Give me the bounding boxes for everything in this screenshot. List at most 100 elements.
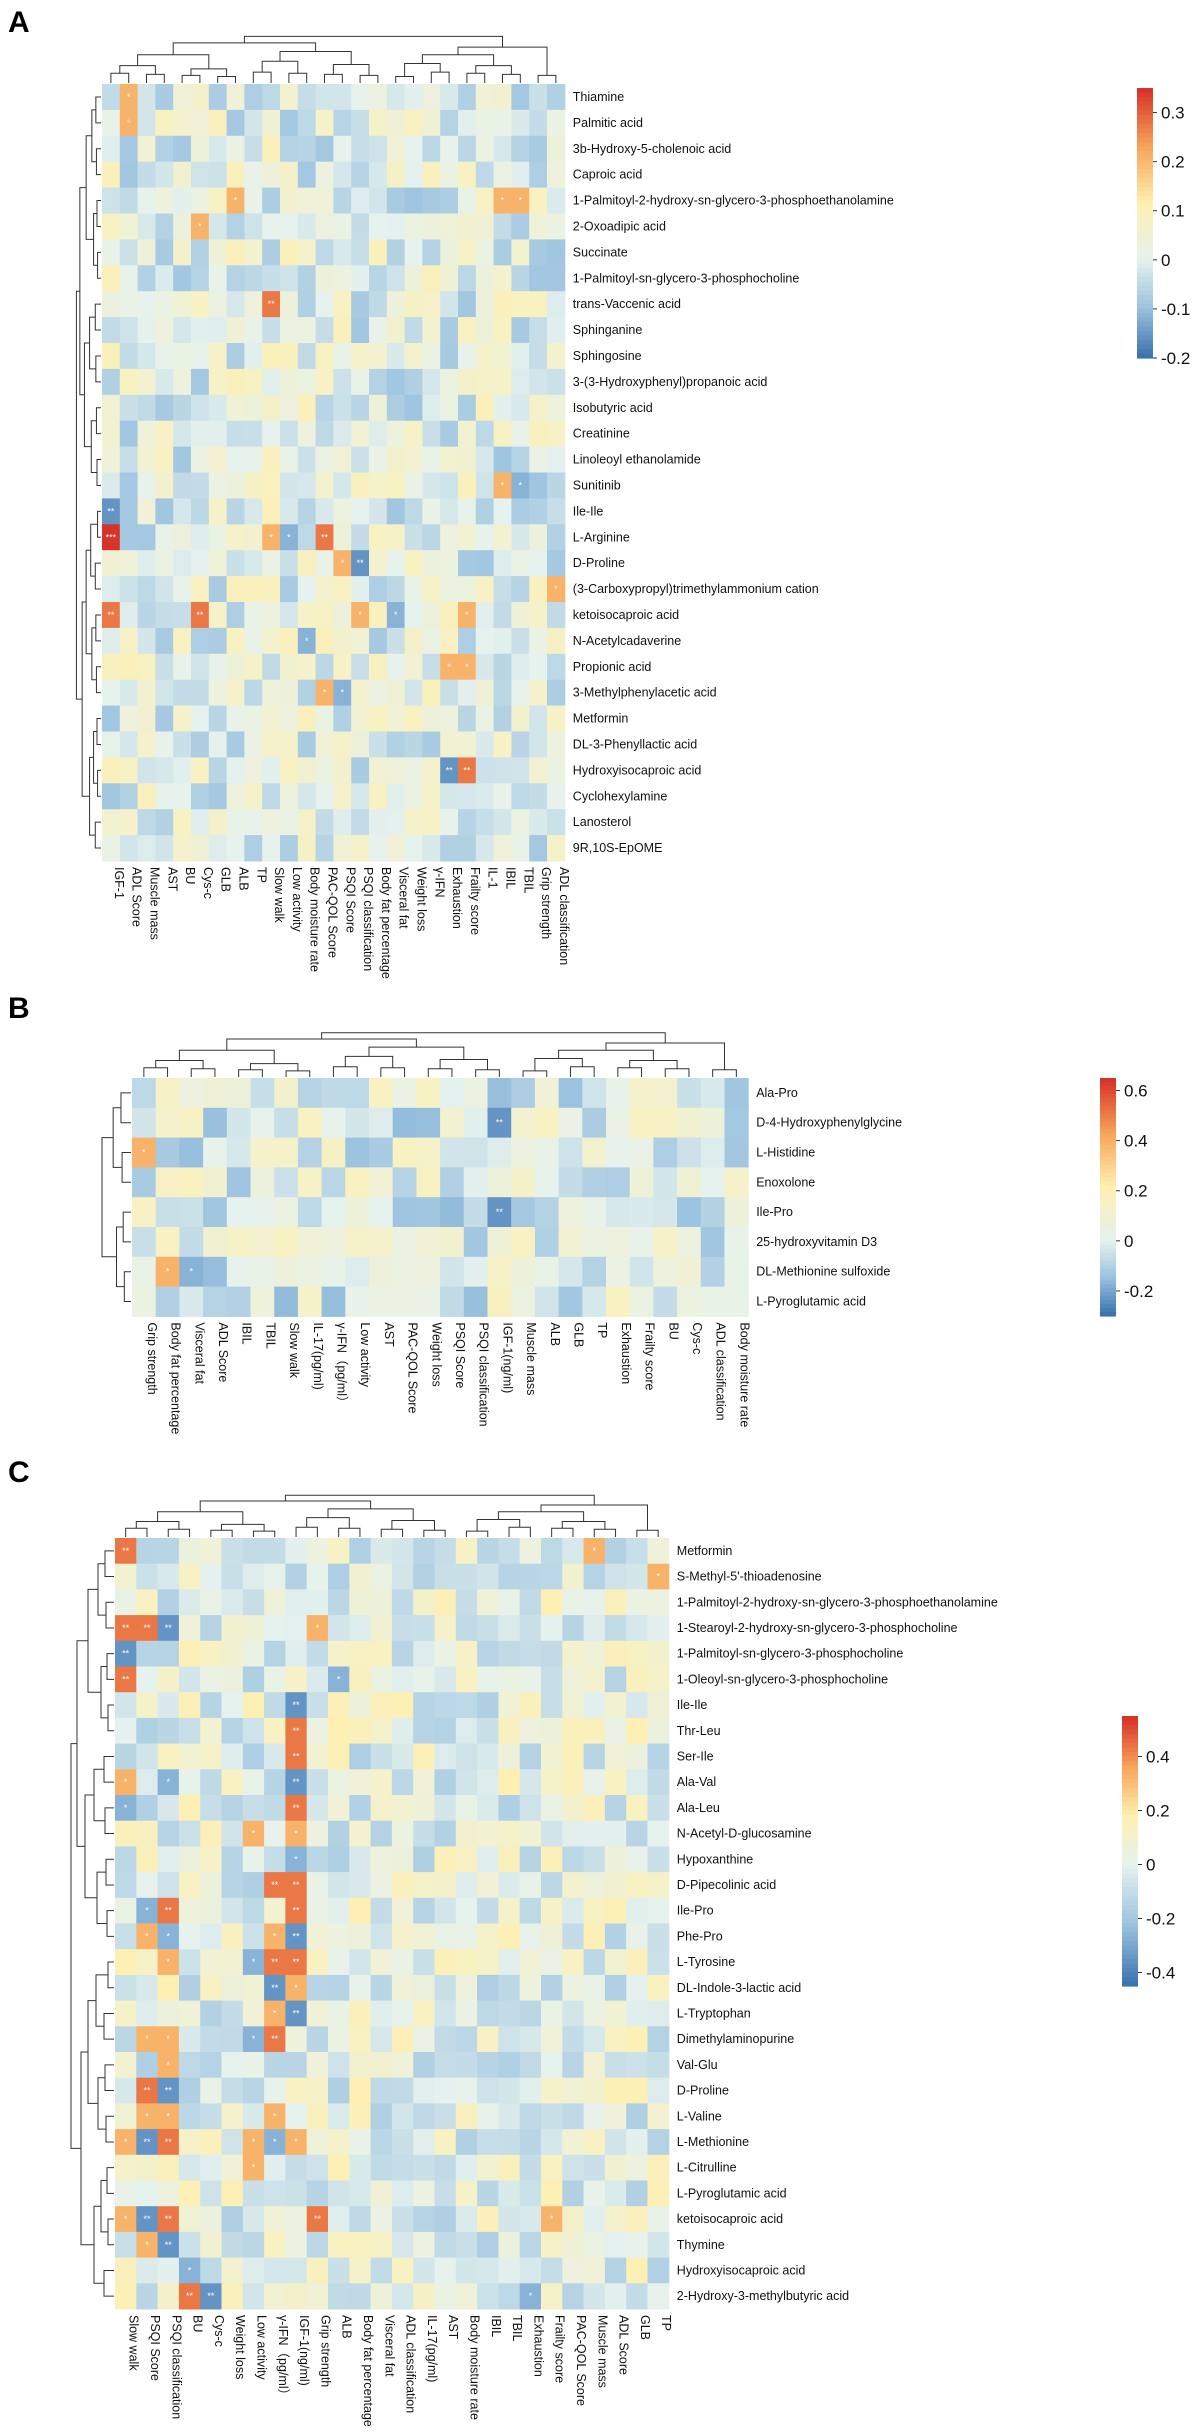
heatmap-cell [191,394,210,422]
heatmap-cell [208,109,228,137]
legend-gradient-step [1100,1204,1116,1210]
heatmap-cell [136,1846,159,1873]
heatmap-cell [604,1769,627,1796]
heatmap-cell [345,1197,370,1228]
heatmap-cell [455,1692,478,1719]
significance-mark: * [294,2137,298,2147]
heatmap-cell [416,1167,441,1198]
heatmap-cell [321,1137,346,1168]
heatmap-cell [434,1820,457,1847]
heatmap-cell [155,835,174,862]
column-label-glb: GLB [219,867,233,892]
heatmap-cell [458,394,477,422]
heatmap-cell [477,1666,499,1693]
heatmap-cell [208,343,228,370]
heatmap-cell [333,420,352,448]
heatmap-cell [297,187,317,214]
heatmap-cell [136,2000,159,2027]
heatmap-cell [115,2257,137,2284]
heatmap-cell [562,1949,585,1976]
heatmap-cell [264,2077,286,2104]
heatmap-cell [583,1872,606,1899]
panel-letter: B [8,992,30,1025]
heatmap-cell [244,498,263,525]
heatmap-cell [416,1078,441,1109]
legend-gradient-step [1100,1260,1116,1266]
heatmap-cell [221,1846,244,1873]
significance-mark: * [273,2137,277,2147]
heatmap-cell [434,2077,457,2104]
heatmap-cell [626,1563,648,1590]
row-label-l-methionine: L-Methionine [677,2135,749,2149]
heatmap-cell [562,1846,585,1873]
heatmap-cell [475,550,495,577]
heatmap-cell [155,1256,180,1288]
heatmap-cell [547,394,566,422]
heatmap-cell [178,1743,201,1770]
legend-gradient-step [1122,1878,1138,1884]
heatmap-cell [132,1197,157,1228]
legend-gradient-step [1122,1833,1138,1839]
heatmap-cell [404,317,423,344]
heatmap-cell [306,1589,329,1616]
heatmap-cell [274,1286,299,1317]
heatmap-cell [137,679,156,707]
heatmap-cell [200,1589,222,1616]
heatmap-cell [404,524,423,551]
heatmap-cell [328,2180,350,2207]
heatmap-cell [345,1107,370,1139]
heatmap-cell [226,1107,251,1139]
heatmap-cell [440,835,459,862]
heatmap-cell [328,2000,350,2027]
legend-gradient-step [1100,1240,1116,1246]
heatmap-cell [262,368,281,396]
heatmap-cell [208,731,228,758]
heatmap-cell [242,1563,265,1590]
heatmap-cell [226,1286,251,1317]
legend-gradient-step [1122,1905,1138,1911]
heatmap-cell [677,1107,702,1139]
heatmap-cell [404,291,423,318]
heatmap-cell [173,809,192,836]
heatmap-cell [404,239,423,266]
heatmap-cell [370,2154,393,2181]
row-label-linoleoyl-ethanolamide: Linoleoyl ethanolamide [573,453,701,467]
legend-gradient-step [1122,1747,1138,1753]
heatmap-cell [119,317,139,344]
heatmap-cell [119,550,139,577]
heatmap-cell [155,1197,180,1228]
heatmap-cell [328,2283,350,2310]
heatmap-cell [242,1897,265,1924]
heatmap-cell [136,1974,159,2002]
heatmap-cell [132,1107,157,1139]
heatmap-cell [498,1538,521,1565]
heatmap-cell [244,317,263,344]
heatmap-cell [280,135,299,163]
heatmap-cell [208,524,228,551]
heatmap-cell [333,343,352,370]
heatmap-cell [306,1666,329,1693]
heatmap-cell [477,1769,499,1796]
heatmap-cell [440,627,459,655]
heatmap-cell [583,1666,606,1693]
heatmap-cell [626,2180,648,2207]
heatmap-cell [285,1846,308,1873]
legend-gradient-step [1137,191,1153,197]
heatmap-cell [391,1897,414,1924]
heatmap-cell [541,1640,563,1667]
heatmap-cell [583,1538,606,1565]
heatmap-cell [370,2052,393,2079]
heatmap-cell [529,524,548,551]
heatmap-cell [315,368,334,396]
heatmap-cell [511,161,530,189]
panel-letter: C [8,1456,30,1489]
heatmap-cell [351,213,370,240]
heatmap-cell [370,2129,393,2156]
heatmap-cell [391,1692,414,1719]
legend-gradient-step [1100,1304,1116,1309]
heatmap-cell [498,1974,521,2002]
heatmap-cell [519,1949,542,1976]
heatmap-cell [455,2257,478,2284]
heatmap-cell [137,446,156,473]
legend-gradient-step [1137,178,1153,184]
